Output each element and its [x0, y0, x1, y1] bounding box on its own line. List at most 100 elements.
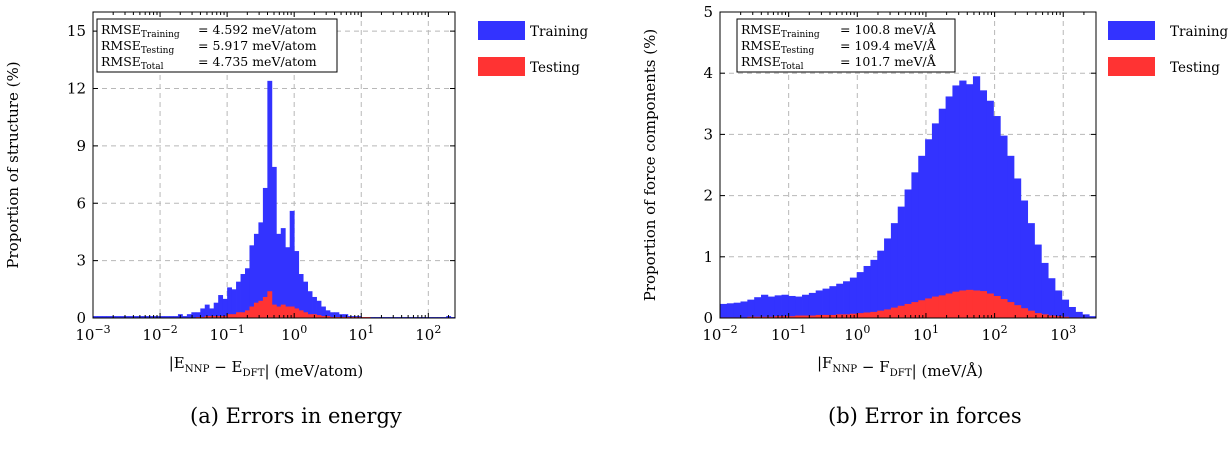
testing-bar	[945, 293, 953, 318]
training-bar	[754, 297, 762, 318]
training-bar	[312, 296, 317, 318]
training-bar	[227, 287, 232, 318]
training-bar	[222, 298, 228, 318]
testing-bar	[972, 290, 981, 318]
x-tick-label: 101	[348, 323, 374, 344]
testing-bar	[285, 306, 291, 318]
testing-bar	[959, 290, 967, 318]
training-bar	[802, 294, 810, 318]
x-tick-label: 100	[844, 323, 870, 344]
testing-bar	[870, 311, 878, 318]
training-bar	[774, 295, 782, 318]
training-bar	[307, 291, 313, 318]
training-bar	[781, 294, 789, 318]
training-bar	[262, 187, 268, 318]
rmse-value: = 5.917 meV/atom	[198, 38, 317, 53]
testing-bar	[236, 312, 241, 318]
training-bar	[904, 189, 912, 318]
training-bar	[124, 316, 130, 318]
y-axis-label: Proportion of structure (%)	[4, 61, 22, 268]
training-bar	[160, 316, 165, 318]
training-bar	[925, 139, 933, 318]
training-bar	[1089, 316, 1097, 318]
training-bar	[918, 155, 926, 318]
x-tick-label: 102	[982, 323, 1008, 344]
rmse-line: RMSETraining	[101, 22, 180, 40]
rmse-value: = 4.735 meV/atom	[198, 54, 317, 69]
training-bar	[829, 286, 837, 318]
training-bar	[164, 316, 170, 318]
rmse-box	[96, 18, 338, 73]
y-tick-label: 0	[76, 309, 86, 327]
training-bar	[1041, 262, 1049, 318]
testing-bar	[325, 316, 331, 318]
x-tick-label: 10−2	[702, 323, 737, 344]
training-bar	[231, 289, 237, 318]
testing-bar	[877, 310, 885, 318]
testing-bar	[307, 314, 313, 318]
training-bar	[218, 295, 224, 318]
training-bar	[182, 316, 188, 318]
training-bar	[280, 228, 286, 318]
testing-bar	[938, 295, 946, 318]
testing-bar	[788, 316, 796, 318]
testing-bar	[986, 293, 994, 318]
legend-swatch-training	[1108, 21, 1155, 40]
training-bar	[740, 301, 748, 318]
training-bar	[911, 172, 919, 318]
training-bar	[1007, 155, 1015, 318]
training-bar	[1020, 200, 1029, 318]
training-bar	[142, 316, 148, 318]
training-bar	[733, 302, 741, 318]
y-axis-label: Proportion of force components (%)	[641, 29, 659, 301]
testing-bar	[856, 313, 864, 318]
legend-swatch-testing	[1108, 57, 1155, 76]
training-bar	[204, 304, 210, 318]
training-bar	[1075, 311, 1083, 318]
training-bar	[890, 223, 899, 318]
testing-bar	[993, 295, 1001, 318]
testing-bar	[1048, 315, 1056, 318]
y-tick-label: 9	[76, 137, 86, 155]
training-bar	[298, 274, 304, 318]
training-bar	[155, 316, 161, 318]
testing-bar	[294, 308, 300, 318]
x-tick-label: 102	[415, 323, 441, 344]
testing-bar	[271, 304, 277, 318]
training-bar	[1054, 290, 1063, 318]
training-bar	[253, 233, 259, 318]
training-bar	[101, 316, 107, 318]
training-bar	[761, 294, 769, 318]
testing-bar	[925, 298, 933, 318]
testing-bar	[303, 312, 309, 318]
training-bar	[245, 268, 250, 318]
training-bar	[106, 316, 112, 318]
training-bar	[146, 316, 152, 318]
training-bar	[966, 84, 974, 318]
training-bar	[316, 300, 322, 318]
testing-bar	[1027, 310, 1035, 318]
rmse-value: = 101.7 meV/Å	[840, 54, 937, 69]
x-tick-label: 10−3	[75, 323, 110, 344]
testing-bar	[952, 291, 960, 318]
testing-bar	[808, 315, 817, 318]
y-tick-label: 12	[67, 80, 86, 98]
x-tick-label: 10−1	[771, 323, 806, 344]
training-bar	[856, 272, 864, 318]
caption-b: (b) Error in forces	[828, 404, 1022, 428]
training-bar	[133, 316, 139, 318]
rmse-box	[736, 18, 956, 73]
training-bar	[993, 116, 1001, 318]
testing-bar	[767, 316, 776, 318]
training-bar	[1034, 244, 1042, 318]
y-tick-label: 2	[703, 187, 713, 205]
testing-bar	[227, 314, 232, 318]
training-bar	[945, 96, 953, 319]
training-bar	[931, 123, 940, 318]
testing-bar	[890, 307, 899, 318]
training-bar	[240, 274, 246, 318]
testing-bar	[213, 316, 219, 318]
y-tick-label: 3	[703, 125, 713, 143]
training-bar	[1068, 306, 1076, 318]
